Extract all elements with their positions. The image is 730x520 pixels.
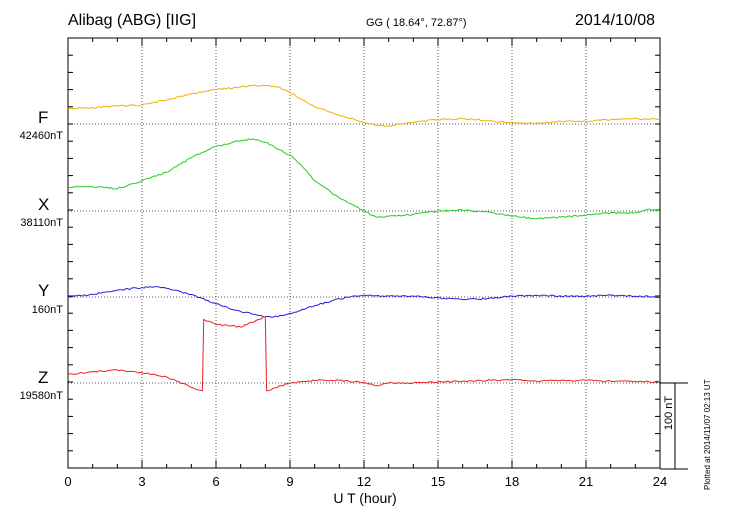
series-layer [67,84,661,392]
series-label-z: Z [38,368,49,387]
series-baseline-y: 160nT [31,304,63,316]
series-baseline-f: 42460nT [19,130,63,142]
plotted-timestamp: Plotted at 2014/11/07 02:13 UT [703,379,712,490]
series-line-f [67,84,661,127]
x-tick-label: 12 [357,474,371,489]
x-tick-label: 6 [212,474,219,489]
series-baseline-z: 19580nT [19,390,63,402]
axes: 0 3 6 9 12 15 18 21 24 [64,37,667,489]
series-line-z [67,316,661,392]
scale-bar-label: 100 nT [663,395,675,431]
x-tick-label: 24 [653,474,667,489]
series-label-y: Y [38,281,50,300]
series-line-x [67,138,661,220]
x-tick-label: 21 [579,474,593,489]
scale-bar [660,382,688,470]
series-label-f: F [38,108,49,127]
series-line-y [67,286,661,318]
x-tick-label: 9 [286,474,293,489]
x-tick-label: 3 [138,474,145,489]
x-tick-label: 18 [505,474,519,489]
x-axis-label: U T (hour) [333,490,397,506]
x-tick-label: 0 [64,474,71,489]
date-label: 2014/10/08 [575,12,656,29]
series-label-x: X [38,195,50,214]
series-baseline-x: 38110nT [20,217,63,229]
x-tick-label: 15 [431,474,445,489]
station-title: Alibag (ABG) [IIG] [68,12,197,29]
coordinates-label: GG ( 18.64°, 72.87°) [366,17,467,29]
